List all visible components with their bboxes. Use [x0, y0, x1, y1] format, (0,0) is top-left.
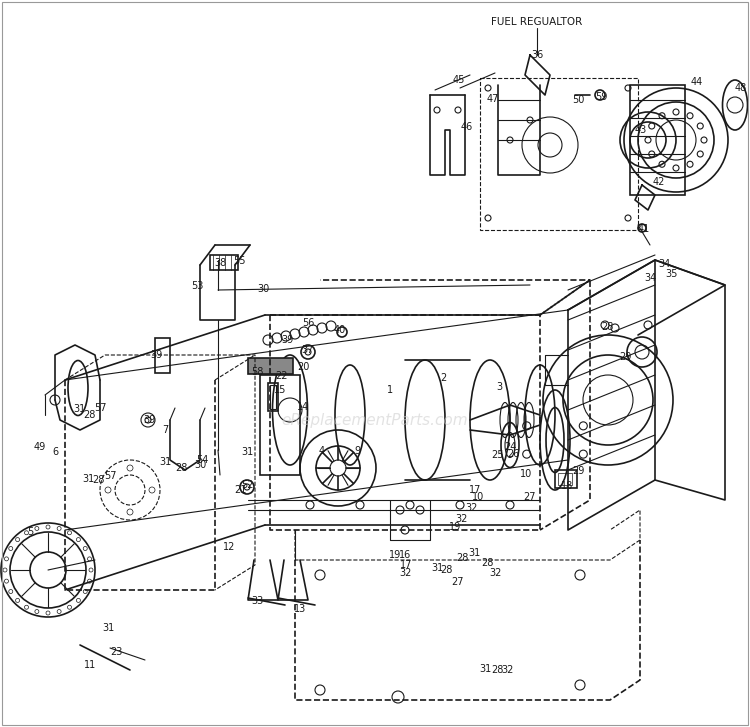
- Text: 31: 31: [159, 457, 171, 467]
- Text: FUEL REGUALTOR: FUEL REGUALTOR: [491, 17, 583, 27]
- Text: 28: 28: [440, 565, 452, 575]
- Text: 27: 27: [452, 577, 464, 587]
- Text: 50: 50: [572, 95, 584, 105]
- Bar: [630, 85, 685, 195]
- Text: 13: 13: [294, 604, 306, 614]
- Text: eReplacementParts.com: eReplacementParts.com: [282, 412, 468, 427]
- Text: 39: 39: [280, 335, 293, 345]
- Text: 10: 10: [472, 492, 484, 502]
- Text: 31: 31: [82, 474, 94, 484]
- Text: 31: 31: [430, 563, 443, 573]
- Text: 24: 24: [504, 442, 516, 452]
- Text: 16: 16: [399, 550, 411, 560]
- Text: 43: 43: [634, 125, 647, 135]
- Bar: [210, 255, 238, 270]
- Text: 3: 3: [496, 382, 502, 392]
- Text: 17: 17: [469, 485, 482, 495]
- Text: 35: 35: [666, 269, 678, 279]
- Text: 28: 28: [456, 553, 468, 563]
- Text: 32: 32: [489, 568, 501, 578]
- Text: 32: 32: [466, 503, 478, 513]
- Text: 39: 39: [142, 415, 155, 425]
- Text: 5: 5: [27, 527, 33, 537]
- Text: 21: 21: [234, 485, 246, 495]
- Text: 23: 23: [110, 647, 122, 657]
- Text: 11: 11: [84, 660, 96, 670]
- Text: 28: 28: [490, 665, 503, 675]
- Text: 28: 28: [175, 463, 188, 473]
- Text: 52: 52: [241, 480, 254, 490]
- Text: 19: 19: [388, 550, 401, 560]
- Text: 2: 2: [440, 373, 446, 383]
- Text: 10: 10: [520, 469, 532, 479]
- Text: 29: 29: [572, 466, 584, 476]
- Text: 7: 7: [162, 425, 168, 435]
- Text: 38: 38: [214, 258, 226, 268]
- Text: 28: 28: [92, 475, 104, 485]
- Bar: [480, 78, 638, 230]
- Bar: [155, 338, 170, 373]
- Text: 31: 31: [478, 664, 491, 674]
- Text: 1: 1: [387, 385, 393, 395]
- Text: 47: 47: [487, 94, 500, 104]
- Text: 28: 28: [82, 410, 95, 420]
- Text: 56: 56: [302, 318, 314, 328]
- Text: 6: 6: [52, 447, 58, 457]
- Text: 58: 58: [251, 367, 263, 377]
- Bar: [270, 385, 276, 409]
- Text: 19: 19: [448, 522, 461, 532]
- Text: 45: 45: [453, 75, 465, 85]
- Text: 30: 30: [256, 284, 269, 294]
- Text: 34: 34: [644, 273, 656, 283]
- Text: 49: 49: [34, 442, 46, 452]
- Text: 42: 42: [652, 177, 665, 187]
- Bar: [248, 358, 293, 374]
- Text: 27: 27: [524, 492, 536, 502]
- Text: 26: 26: [507, 449, 519, 459]
- Text: 32: 32: [400, 568, 412, 578]
- Text: 57: 57: [94, 403, 106, 413]
- Text: 39: 39: [150, 350, 162, 360]
- Bar: [260, 375, 300, 475]
- Text: 31: 31: [468, 548, 480, 558]
- Text: 4: 4: [319, 446, 325, 456]
- Text: 14: 14: [297, 402, 309, 412]
- Text: 28: 28: [481, 558, 494, 568]
- Text: 29: 29: [619, 352, 632, 362]
- Text: 48: 48: [735, 83, 747, 93]
- Text: 31: 31: [241, 447, 253, 457]
- Text: 18: 18: [561, 481, 573, 491]
- Text: 44: 44: [691, 77, 703, 87]
- Text: 9: 9: [354, 446, 360, 456]
- Text: 28: 28: [601, 322, 613, 332]
- Text: 31: 31: [102, 623, 114, 633]
- Text: 34: 34: [658, 259, 670, 269]
- Bar: [268, 383, 278, 411]
- Text: 57: 57: [104, 471, 116, 481]
- Text: 36: 36: [531, 50, 543, 60]
- Text: 59: 59: [595, 92, 608, 102]
- Bar: [558, 473, 572, 485]
- Text: 54: 54: [196, 455, 208, 465]
- Text: 17: 17: [400, 560, 412, 570]
- Text: 20: 20: [297, 362, 309, 372]
- Text: 41: 41: [638, 224, 650, 234]
- Text: 55: 55: [232, 256, 245, 266]
- Text: 25: 25: [490, 450, 503, 460]
- Text: 53: 53: [190, 281, 203, 291]
- Text: 22: 22: [276, 371, 288, 381]
- Text: 30: 30: [194, 460, 206, 470]
- Text: 32: 32: [456, 514, 468, 524]
- Text: 33: 33: [251, 596, 263, 606]
- Bar: [555, 470, 577, 488]
- Text: 46: 46: [460, 122, 473, 132]
- Text: 15: 15: [274, 385, 286, 395]
- Text: 32: 32: [502, 665, 515, 675]
- Text: 37: 37: [301, 345, 313, 355]
- Text: 40: 40: [334, 325, 346, 335]
- Text: 31: 31: [73, 404, 85, 414]
- Text: 12: 12: [223, 542, 236, 552]
